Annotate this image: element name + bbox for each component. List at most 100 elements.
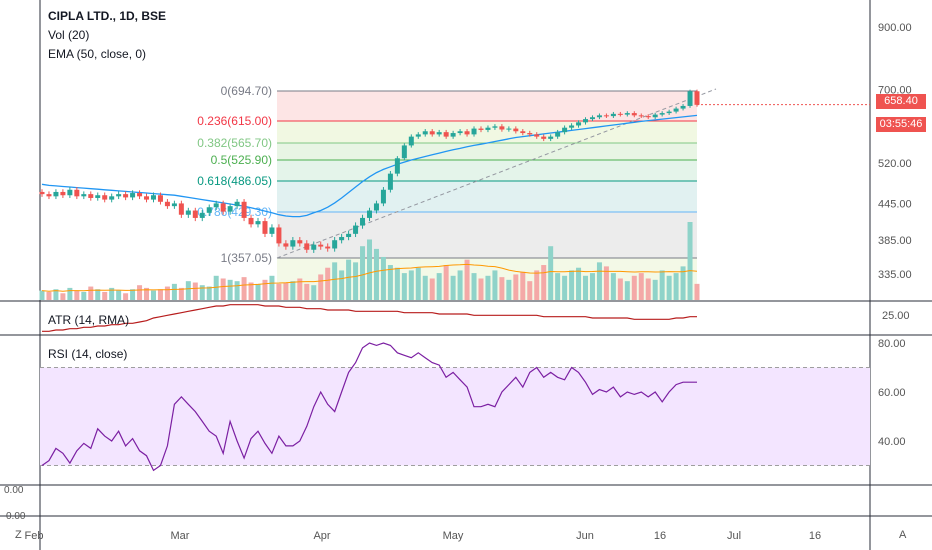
candle-body [367,210,372,218]
volume-bar [638,273,644,300]
volume-bar [367,239,372,300]
volume-bar [415,267,421,300]
candle-body [457,131,463,134]
volume-bar [262,279,268,300]
candle-body [596,115,602,118]
volume-bar [81,291,87,300]
candle-body [262,221,268,234]
candle-body [610,113,616,117]
volume-bar [617,278,623,300]
volume-bar [478,278,484,300]
volume-bar [60,293,66,300]
fib-level-label: 0.5(525.90) [211,153,272,167]
volume-bar [596,262,602,300]
candle-body [617,113,623,115]
volume-bar [67,287,73,300]
volume-bar [88,286,94,300]
volume-bar [234,281,240,300]
candle-body [332,240,338,249]
volume-bar [137,285,143,300]
auto-scale-button[interactable]: A [899,529,907,541]
bottom-pane-tick: 0.00 [4,485,24,496]
volume-bar [485,275,491,300]
candle-body [548,136,554,139]
trend-line [276,88,717,259]
atr-legend[interactable]: ATR (14, RMA) [48,313,130,327]
symbol-title[interactable]: CIPLA LTD., 1D, BSE [48,9,167,23]
volume-bar [360,246,366,300]
volume-bar [276,283,282,300]
volume-bar [652,279,658,300]
volume-bar [46,291,52,300]
candle-body [178,203,184,215]
candle-body [569,125,575,128]
candle-body [144,196,150,200]
volume-bar [353,262,359,300]
volume-bar [227,279,233,300]
candle-body [46,194,52,197]
candle-body [164,201,170,207]
volume-bar [346,259,352,300]
candle-body [290,240,296,247]
volume-bar [255,283,261,300]
candle-body [304,243,310,250]
candle-body [150,195,156,200]
volume-bar [589,273,595,300]
candle-body [95,195,101,198]
volume-bar [297,278,303,300]
candle-body [67,189,73,196]
candle-body [659,113,665,115]
volume-bar [610,273,616,300]
candle-body [276,227,282,244]
candle-body [325,246,331,249]
volume-bar [311,285,317,300]
candle-body [638,115,644,117]
volume-bar [401,273,407,300]
volume-bar [555,273,561,300]
candle-body [499,126,505,130]
vol-legend[interactable]: Vol (20) [48,28,90,42]
candle-body [694,91,700,105]
candle-body [297,240,303,244]
candle-body [116,194,122,197]
candle-body [220,203,226,212]
fib-level-label: 1(357.05) [221,251,272,265]
candle-body [318,244,324,247]
price-axis-tick: 385.00 [878,235,912,247]
volume-bar [144,287,150,300]
candle-body [373,203,379,211]
candle-body [137,193,143,197]
volume-bar [499,277,505,300]
volume-bar [109,287,115,300]
candle-body [422,131,428,135]
volume-bar [541,265,547,300]
candle-body [123,194,129,198]
candle-body [687,91,693,106]
ema-legend[interactable]: EMA (50, close, 0) [48,47,147,61]
candle-body [443,132,449,137]
candle-body [541,136,547,139]
volume-bar [199,285,205,300]
volume-bar [450,275,456,300]
candle-body [471,128,477,135]
time-axis-tick: May [443,530,464,542]
volume-bar [269,275,275,300]
volume-bar [192,282,198,300]
zoom-corner-button[interactable]: Z [15,529,22,541]
volume-bar [471,273,477,300]
candle-body [60,191,66,196]
volume-bar [492,270,498,300]
price-axis-tick: 900.00 [878,22,912,34]
volume-bar [569,270,575,300]
rsi-legend[interactable]: RSI (14, close) [48,347,128,361]
volume-bar [74,290,80,300]
candle-body [680,105,686,109]
candle-body [506,128,512,130]
candle-body [269,227,275,234]
volume-bar [130,289,136,300]
candle-body [485,127,491,130]
volume-bar [527,281,533,300]
volume-bar [206,286,212,300]
candle-body [415,134,421,137]
volume-bar [283,282,289,300]
